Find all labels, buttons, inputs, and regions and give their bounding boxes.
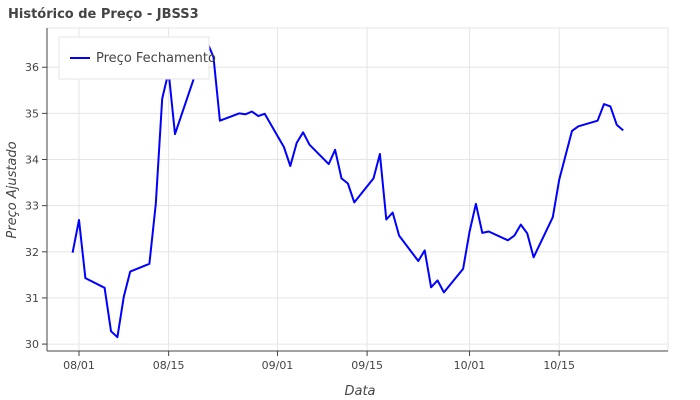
y-tick-label: 30 bbox=[25, 338, 39, 351]
x-tick-label: 10/01 bbox=[454, 359, 486, 372]
y-tick-label: 36 bbox=[25, 61, 39, 74]
plot-frame bbox=[46, 27, 669, 352]
axes bbox=[46, 28, 668, 352]
x-tick-label: 09/15 bbox=[351, 359, 383, 372]
legend: Preço Fechamento bbox=[58, 36, 216, 80]
y-axis-ticks: 30 31 32 33 34 35 36 bbox=[25, 61, 47, 351]
x-axis-ticks: 08/01 08/15 09/01 09/15 10/01 10/15 bbox=[63, 351, 575, 372]
y-tick-label: 34 bbox=[25, 154, 39, 167]
legend-label: Preço Fechamento bbox=[96, 51, 216, 66]
chart-title: Histórico de Preço - JBSS3 bbox=[8, 7, 199, 22]
x-tick-label: 08/15 bbox=[153, 359, 185, 372]
x-tick-label: 08/01 bbox=[63, 359, 95, 372]
x-tick-label: 10/15 bbox=[543, 359, 575, 372]
y-axis-label: Preço Ajustado bbox=[5, 141, 20, 238]
y-tick-label: 35 bbox=[25, 107, 39, 120]
series-layer bbox=[71, 40, 624, 339]
y-tick-label: 31 bbox=[25, 292, 39, 305]
y-tick-label: 32 bbox=[25, 246, 39, 259]
y-tick-label: 33 bbox=[25, 200, 39, 213]
x-axis-label: Data bbox=[344, 384, 375, 399]
series-line-preco-fechamento bbox=[71, 40, 624, 339]
x-tick-label: 09/01 bbox=[262, 359, 294, 372]
